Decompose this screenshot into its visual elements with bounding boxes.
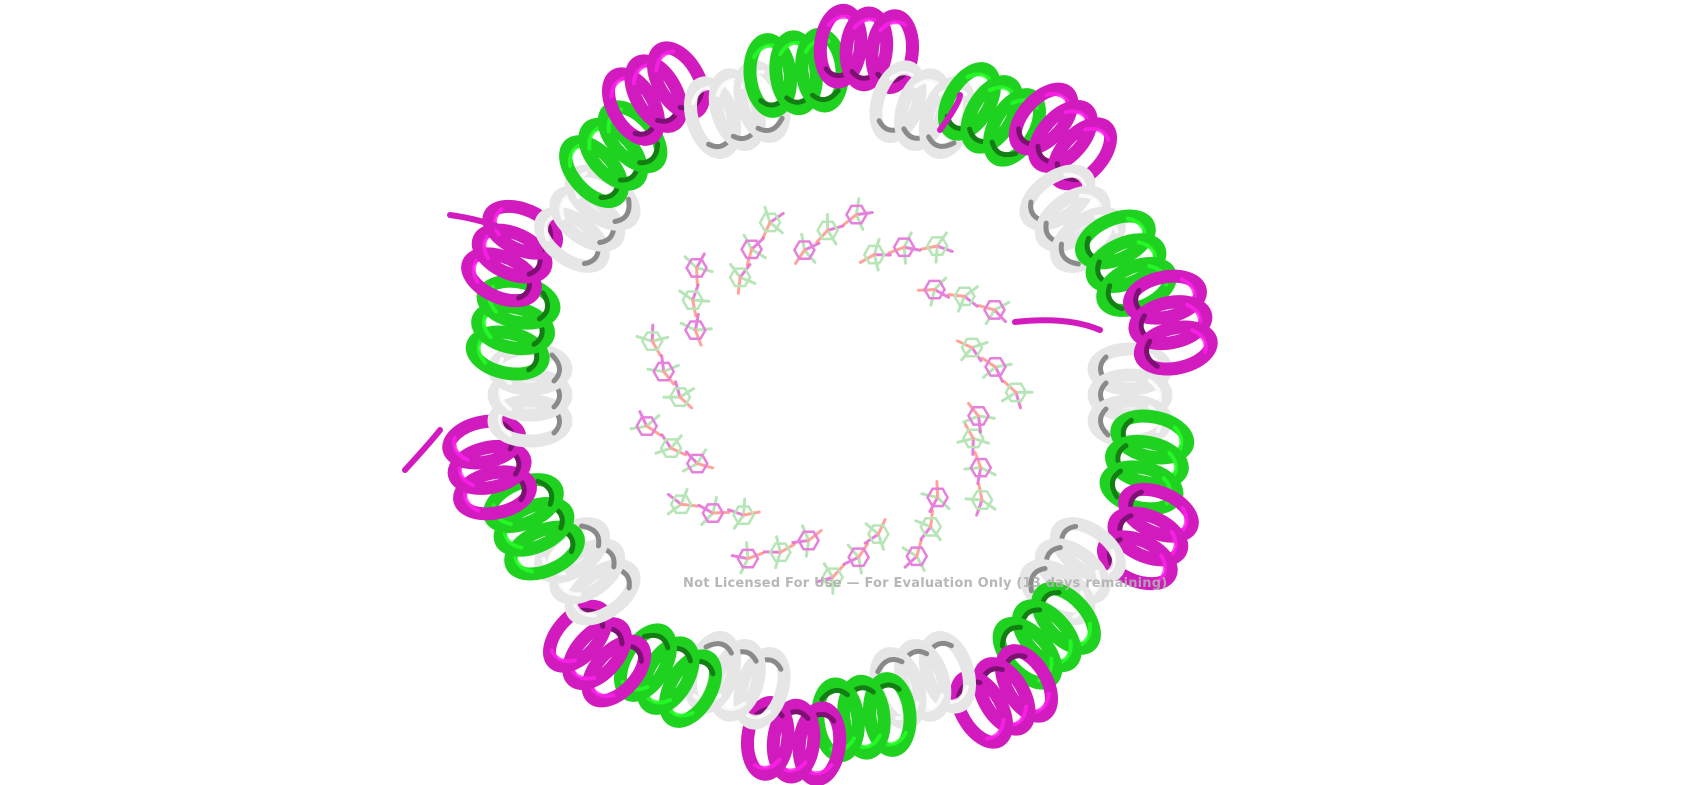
evaluation-watermark: Not Licensed For Use — For Evaluation On… <box>683 576 1168 591</box>
sidechain-stick <box>791 524 823 558</box>
sidechain-stick <box>842 542 871 575</box>
sidechain-stick <box>681 448 715 474</box>
sidechain-stick <box>728 263 757 295</box>
sidechain-stick <box>947 285 979 313</box>
sidechain-stick <box>629 410 662 437</box>
sidechain-stick <box>815 212 845 246</box>
helix-segment <box>487 342 573 448</box>
helix-segment <box>602 41 710 146</box>
sidechain-stick <box>901 539 929 572</box>
coil-tail <box>402 427 443 473</box>
sidechain-stick <box>887 231 922 265</box>
sidechain-stick <box>964 482 997 517</box>
sidechain-stick <box>977 300 1011 326</box>
sidechain-stick <box>792 232 821 265</box>
sidechain-stick <box>920 479 951 514</box>
sidechain-stick <box>635 323 670 357</box>
sidechain-stick <box>730 541 765 575</box>
sidechain-stick <box>815 562 845 595</box>
sidechain-stick <box>654 433 688 458</box>
sidechain-stick <box>917 276 951 307</box>
sidechain-stick <box>858 237 892 272</box>
sidechain-stick <box>679 312 713 347</box>
sidechain-stick <box>955 337 989 363</box>
sidechain-stick <box>980 356 1013 383</box>
sidechain-stick <box>863 518 890 551</box>
sidechain-stick <box>914 509 943 542</box>
sidechain-stick <box>666 487 699 516</box>
sidechain-stick <box>678 283 711 318</box>
helix-ring <box>402 3 1218 785</box>
sidechain-stick <box>758 205 785 239</box>
helix-segment <box>1099 409 1195 516</box>
coil-tail <box>447 212 543 253</box>
inner-sidechains <box>629 197 1034 595</box>
sidechain-stick <box>919 231 954 264</box>
coil-tail <box>937 92 963 133</box>
sidechain-stick <box>683 252 714 286</box>
sidechain-stick <box>697 495 731 527</box>
sidechain-stick <box>740 233 767 267</box>
sidechain-stick <box>956 422 991 456</box>
sidechain-stick <box>842 197 874 231</box>
sidechain-stick <box>762 535 796 570</box>
helix-segment <box>950 644 1058 749</box>
coil-tail <box>1012 317 1103 333</box>
sidechain-stick <box>962 401 996 434</box>
sidechain-stick <box>963 451 997 485</box>
sidechain-stick <box>646 354 680 386</box>
sidechain-stick <box>726 497 761 530</box>
helix-segment <box>1123 269 1218 376</box>
sidechain-stick <box>1000 380 1034 410</box>
sidechain-stick <box>662 380 696 410</box>
helix-segment <box>534 517 641 626</box>
helix-segment <box>614 623 722 728</box>
